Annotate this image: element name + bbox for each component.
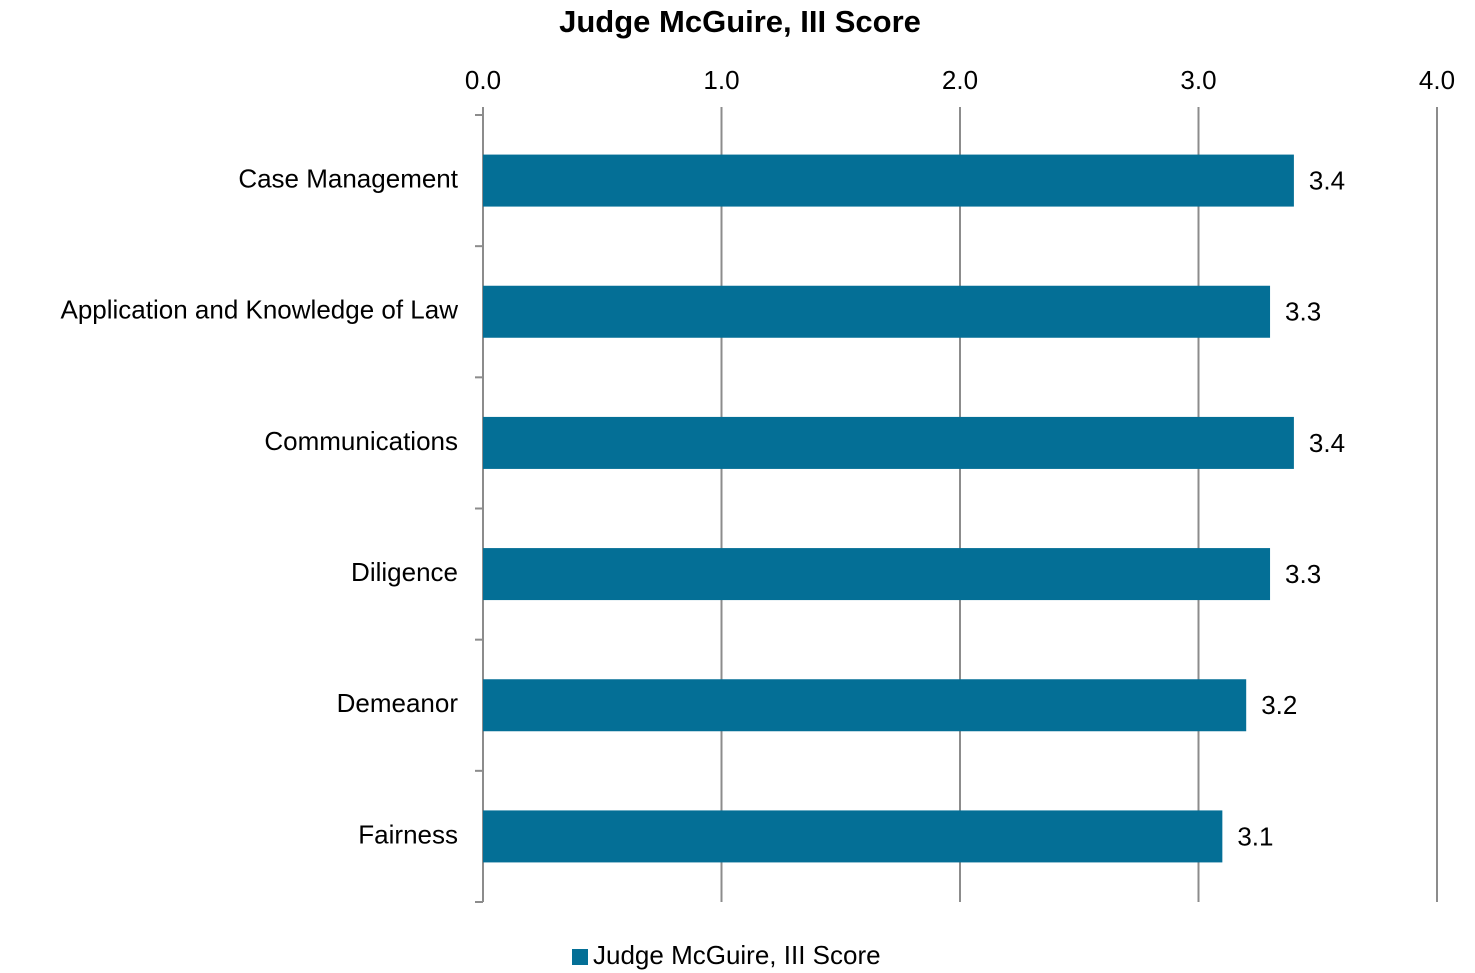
bar — [483, 154, 1294, 207]
x-tick-label: 1.0 — [703, 65, 739, 95]
legend-label: Judge McGuire, III Score — [593, 940, 881, 970]
y-tick-label: Demeanor — [337, 688, 459, 718]
legend-swatch — [572, 949, 588, 965]
data-label: 3.3 — [1285, 559, 1321, 589]
data-label: 3.2 — [1261, 690, 1297, 720]
data-label: 3.1 — [1237, 821, 1273, 851]
chart-title: Judge McGuire, III Score — [559, 4, 921, 39]
bar — [483, 416, 1294, 469]
bar — [483, 810, 1223, 863]
data-label: 3.3 — [1285, 297, 1321, 327]
y-tick-label: Diligence — [351, 557, 458, 587]
x-tick-label: 3.0 — [1180, 65, 1216, 95]
data-label: 3.4 — [1309, 165, 1345, 195]
bar — [483, 679, 1247, 732]
y-tick-label: Case Management — [238, 163, 458, 193]
x-tick-label: 4.0 — [1419, 65, 1455, 95]
bar — [483, 548, 1271, 601]
y-tick-label: Fairness — [358, 819, 458, 849]
data-label: 3.4 — [1309, 428, 1345, 458]
bar — [483, 285, 1271, 338]
x-tick-label: 2.0 — [942, 65, 978, 95]
x-tick-label: 0.0 — [465, 65, 501, 95]
y-tick-label: Communications — [264, 426, 458, 456]
y-tick-label: Application and Knowledge of Law — [60, 295, 458, 325]
